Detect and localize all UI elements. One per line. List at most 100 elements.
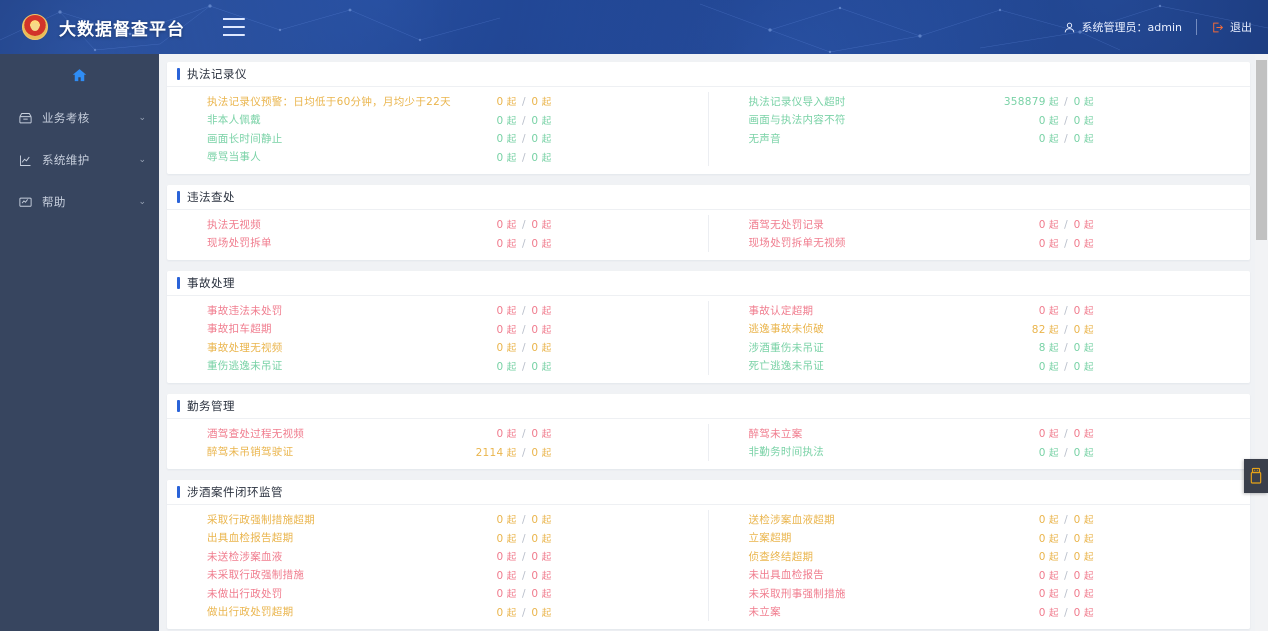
metric-row: 立案超期 0 起 / 0 起 <box>749 529 1229 548</box>
page-scrollbar[interactable] <box>1255 47 1268 631</box>
section-accent-bar <box>177 68 180 80</box>
metric-row: 未做出行政处罚 0 起 / 0 起 <box>207 584 686 603</box>
metric-name[interactable]: 立案超期 <box>748 532 792 545</box>
metric-unit: 起 <box>538 552 552 564</box>
metric-separator: / <box>1064 323 1068 336</box>
metric-value-handled: 0 <box>1070 588 1081 601</box>
metric-unit: 起 <box>1080 533 1094 545</box>
metric-name[interactable]: 画面长时间静止 <box>207 132 283 145</box>
logout-button[interactable]: 退出 <box>1211 19 1252 35</box>
metric-value: 0 起 / 0 起 <box>1039 359 1094 373</box>
sidebar-item-help[interactable]: 帮助 ⌄ <box>0 186 159 218</box>
usb-key-float-button[interactable] <box>1244 459 1268 493</box>
metric-row: 非本人佩戴 0 起 / 0 起 <box>207 111 686 130</box>
metric-row: 执法记录仪预警：日均低于60分钟，月均少于22天 0 起 / 0 起 <box>207 92 686 111</box>
metric-name[interactable]: 侦查终结超期 <box>748 550 814 563</box>
sidebar-item-system-maintenance[interactable]: 系统维护 ⌄ <box>0 144 159 176</box>
metric-name[interactable]: 重伤逃逸未吊证 <box>207 360 283 373</box>
metric-name[interactable]: 涉酒重伤未吊证 <box>748 341 825 354</box>
metric-value-current: 0 <box>496 606 504 619</box>
metric-separator: / <box>521 237 526 250</box>
metric-name[interactable]: 送检涉案血液超期 <box>748 513 835 526</box>
user-info[interactable]: 系统管理员：admin <box>1063 19 1182 35</box>
metric-unit: 起 <box>1045 134 1063 146</box>
metric-name[interactable]: 未采取刑事强制措施 <box>748 587 846 600</box>
metric-value-handled: 0 <box>527 514 539 527</box>
metric-name[interactable]: 采取行政强制措施超期 <box>207 513 315 526</box>
metric-name[interactable]: 醉驾未吊销驾驶证 <box>207 446 294 459</box>
metric-name[interactable]: 现场处罚拆单 <box>207 237 272 250</box>
metric-row: 现场处罚拆单 0 起 / 0 起 <box>207 234 686 253</box>
metric-name[interactable]: 画面与执法内容不符 <box>748 114 846 127</box>
metric-unit: 起 <box>538 570 552 582</box>
scrollbar-thumb[interactable] <box>1256 60 1267 240</box>
metric-name[interactable]: 执法记录仪预警：日均低于60分钟，月均少于22天 <box>207 95 451 108</box>
metric-separator: / <box>521 588 526 601</box>
metric-value-current: 0 <box>496 151 504 164</box>
metric-name[interactable]: 酒驾无处罚记录 <box>748 218 825 231</box>
metric-value: 0 起 / 0 起 <box>497 568 552 582</box>
metric-value-current: 0 <box>496 342 504 355</box>
metric-value: 0 起 / 0 起 <box>497 426 552 440</box>
sidebar-item-business-assessment[interactable]: 业务考核 ⌄ <box>0 102 159 134</box>
metric-name[interactable]: 醉驾未立案 <box>748 427 803 440</box>
metric-name[interactable]: 事故认定超期 <box>748 304 814 317</box>
metric-name[interactable]: 做出行政处罚超期 <box>207 606 294 619</box>
metric-separator: / <box>1064 96 1068 109</box>
metric-name[interactable]: 未出具血检报告 <box>748 569 825 582</box>
metric-value-current: 0 <box>1038 532 1046 545</box>
metric-value-handled: 0 <box>1070 133 1081 146</box>
metric-value: 0 起 / 0 起 <box>1039 445 1094 459</box>
metric-name[interactable]: 事故扣车超期 <box>207 323 272 336</box>
metric-value-handled: 0 <box>1070 428 1081 441</box>
metric-name[interactable]: 逃逸事故未侦破 <box>748 323 825 336</box>
metric-value-handled: 0 <box>527 96 539 109</box>
metric-name[interactable]: 现场处罚拆单无视频 <box>748 237 846 250</box>
metric-value-current: 0 <box>496 532 504 545</box>
metric-value: 0 起 / 0 起 <box>1039 605 1094 619</box>
metric-name[interactable]: 事故处理无视频 <box>207 341 283 354</box>
metric-name[interactable]: 未送检涉案血液 <box>207 550 283 563</box>
metric-name[interactable]: 未采取行政强制措施 <box>207 569 305 582</box>
metric-unit: 起 <box>1045 306 1063 318</box>
metric-value-handled: 0 <box>527 532 539 545</box>
menu-collapse-icon[interactable] <box>223 18 245 36</box>
metric-value: 0 起 / 0 起 <box>497 549 552 563</box>
metric-separator: / <box>1064 606 1068 619</box>
metric-name[interactable]: 非本人佩戴 <box>207 114 261 127</box>
metric-row: 酒驾无处罚记录 0 起 / 0 起 <box>749 215 1229 234</box>
metric-value-current: 0 <box>496 360 504 373</box>
archive-box-icon <box>17 110 33 126</box>
metric-value: 0 起 / 0 起 <box>497 217 552 231</box>
metric-name[interactable]: 出具血检报告超期 <box>207 532 294 545</box>
metric-row: 逃逸事故未侦破 82 起 / 0 起 <box>749 320 1229 339</box>
metric-name[interactable]: 未做出行政处罚 <box>207 587 283 600</box>
metric-column-right: 醉驾未立案 0 起 / 0 起非勤务时间执法 0 起 / 0 起 <box>709 424 1251 461</box>
metric-unit: 起 <box>1080 324 1094 336</box>
sidebar-item-home[interactable] <box>0 58 159 92</box>
metric-name[interactable]: 未立案 <box>748 606 781 619</box>
section-accent-bar <box>177 277 180 289</box>
metric-value: 0 起 / 0 起 <box>497 531 552 545</box>
metric-name[interactable]: 酒驾查处过程无视频 <box>207 427 305 440</box>
metric-value-current: 0 <box>496 588 504 601</box>
metric-card: 执法记录仪 执法记录仪预警：日均低于60分钟，月均少于22天 0 起 / 0 起非本… <box>167 62 1250 174</box>
metric-value: 0 起 / 0 起 <box>497 322 552 336</box>
metric-name[interactable]: 死亡逃逸未吊证 <box>748 360 825 373</box>
metric-name[interactable]: 执法无视频 <box>207 218 261 231</box>
metric-unit: 起 <box>538 447 552 459</box>
metric-name[interactable]: 执法记录仪导入超时 <box>748 95 846 108</box>
metric-separator: / <box>1064 446 1068 459</box>
metric-name[interactable]: 非勤务时间执法 <box>748 446 825 459</box>
metric-name[interactable]: 辱骂当事人 <box>207 151 261 164</box>
metric-value: 0 起 / 0 起 <box>1039 549 1094 563</box>
metric-unit: 起 <box>503 515 520 527</box>
metric-value: 0 起 / 0 起 <box>1039 568 1094 582</box>
metric-value-current: 0 <box>1038 219 1046 232</box>
metric-value-current: 0 <box>496 428 504 441</box>
metric-name[interactable]: 无声音 <box>748 132 781 145</box>
metric-value-handled: 0 <box>527 323 539 336</box>
metric-value: 0 起 / 0 起 <box>1039 303 1094 317</box>
metric-name[interactable]: 事故违法未处罚 <box>207 304 283 317</box>
card-header: 勤务管理 <box>167 394 1250 419</box>
